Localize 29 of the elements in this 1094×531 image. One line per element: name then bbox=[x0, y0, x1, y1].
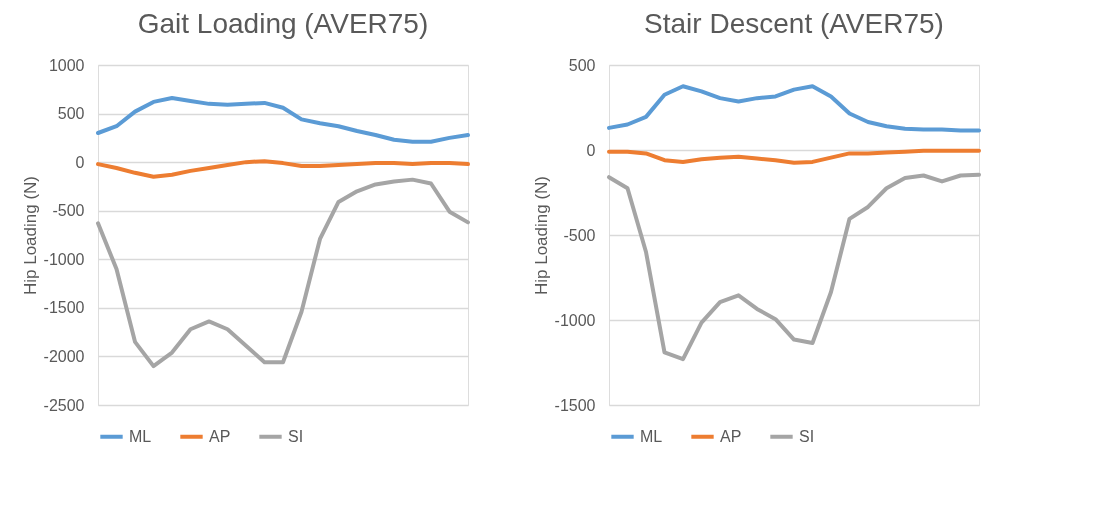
y-tick-label: -2500 bbox=[43, 396, 85, 414]
y-axis-title: Hip Loading (N) bbox=[20, 175, 40, 296]
y-tick-label: 500 bbox=[57, 105, 85, 123]
line-series bbox=[96, 159, 470, 179]
y-tick-label: 1000 bbox=[48, 56, 85, 74]
chart-title: Stair Descent (AVER75) bbox=[644, 8, 944, 39]
legend-label: SI bbox=[799, 427, 815, 445]
legend-label: ML bbox=[640, 427, 663, 445]
y-tick-label: -1500 bbox=[43, 299, 85, 317]
legend-label: AP bbox=[209, 427, 231, 445]
y-tick-label: 0 bbox=[75, 153, 85, 171]
legend-label: SI bbox=[288, 427, 304, 445]
y-axis-title: Hip Loading (N) bbox=[531, 175, 551, 296]
chart-title: Gait Loading (AVER75) bbox=[137, 8, 429, 39]
y-tick-label: -500 bbox=[563, 226, 596, 244]
y-tick-label: -1000 bbox=[43, 250, 85, 268]
y-tick-label: 0 bbox=[586, 141, 596, 159]
line-series bbox=[607, 84, 981, 133]
y-tick-label: -500 bbox=[52, 202, 85, 220]
line-series bbox=[607, 148, 981, 165]
line-series bbox=[96, 177, 470, 369]
y-tick-label: -1500 bbox=[554, 396, 596, 414]
legend-label: ML bbox=[129, 427, 152, 445]
y-tick-label: -2000 bbox=[43, 347, 85, 365]
line-series bbox=[607, 172, 981, 362]
line-series bbox=[96, 96, 470, 144]
y-tick-label: -1000 bbox=[554, 311, 596, 329]
legend-label: AP bbox=[720, 427, 742, 445]
y-tick-label: 500 bbox=[568, 56, 596, 74]
